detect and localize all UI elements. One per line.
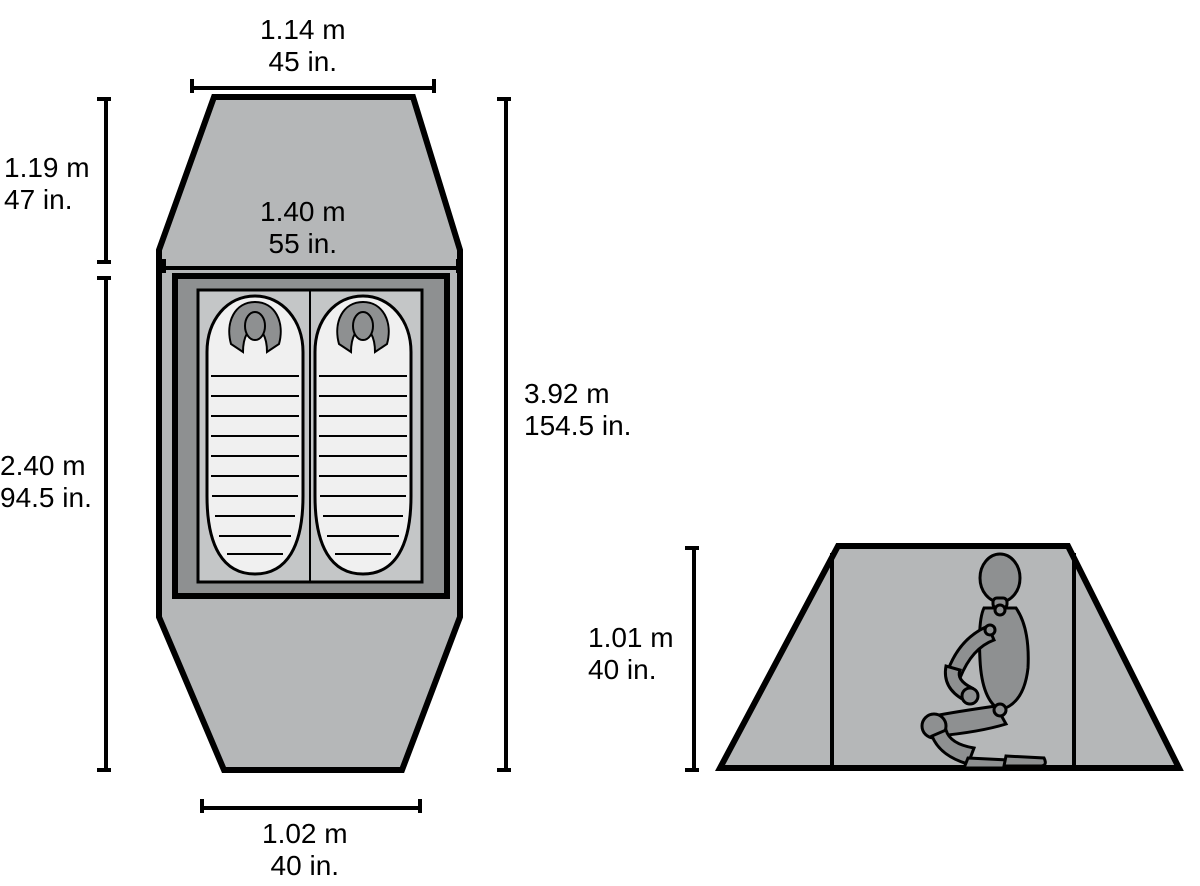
- dim-label-vestibule: 1.19 m 47 in.: [4, 152, 90, 216]
- dim-label-total-length: 3.92 m 154.5 in.: [524, 378, 631, 442]
- dim-tick: [497, 768, 511, 772]
- dim-tick: [162, 259, 166, 273]
- dim-tick: [418, 799, 422, 813]
- dim-metric: 3.92 m: [524, 378, 631, 410]
- dim-tick: [685, 768, 699, 772]
- dim-metric: 2.40 m: [0, 450, 92, 482]
- dim-label-top-width: 1.14 m 45 in.: [260, 14, 346, 78]
- dim-line-vestibule: [104, 97, 108, 262]
- dim-tick: [97, 260, 111, 264]
- dim-tick: [97, 97, 111, 101]
- dim-imperial: 40 in.: [588, 654, 674, 686]
- dim-metric: 1.19 m: [4, 152, 90, 184]
- dim-line-peak-height: [692, 546, 696, 770]
- dim-metric: 1.02 m: [262, 818, 348, 850]
- dim-imperial: 45 in.: [260, 46, 346, 78]
- dim-tick: [97, 768, 111, 772]
- dim-label-inner-width: 1.40 m 55 in.: [260, 196, 346, 260]
- dim-line-bottom-width: [200, 806, 422, 810]
- dim-tick: [432, 79, 436, 93]
- dim-tick: [200, 799, 204, 813]
- dim-tick: [497, 97, 511, 101]
- diagram-canvas: 1.14 m 45 in. 1.19 m 47 in. 1.40 m 55 in…: [0, 0, 1200, 886]
- dim-metric: 1.40 m: [260, 196, 346, 228]
- dim-metric: 1.14 m: [260, 14, 346, 46]
- dim-tick: [685, 546, 699, 550]
- dim-imperial: 55 in.: [260, 228, 346, 260]
- dim-line-total-length: [504, 97, 508, 770]
- dim-imperial: 94.5 in.: [0, 482, 92, 514]
- dim-label-bottom-width: 1.02 m 40 in.: [262, 818, 348, 882]
- dim-line-top-width: [190, 86, 436, 90]
- dim-label-inner-length: 2.40 m 94.5 in.: [0, 450, 92, 514]
- dim-imperial: 154.5 in.: [524, 410, 631, 442]
- dim-tick: [456, 259, 460, 273]
- side-view: [0, 0, 1200, 886]
- dim-label-peak-height: 1.01 m 40 in.: [588, 622, 674, 686]
- dim-tick: [97, 276, 111, 280]
- dim-metric: 1.01 m: [588, 622, 674, 654]
- dim-imperial: 47 in.: [4, 184, 90, 216]
- dim-tick: [190, 79, 194, 93]
- dim-line-inner-length: [104, 276, 108, 770]
- dim-line-inner-width: [162, 266, 460, 270]
- dim-imperial: 40 in.: [262, 850, 348, 882]
